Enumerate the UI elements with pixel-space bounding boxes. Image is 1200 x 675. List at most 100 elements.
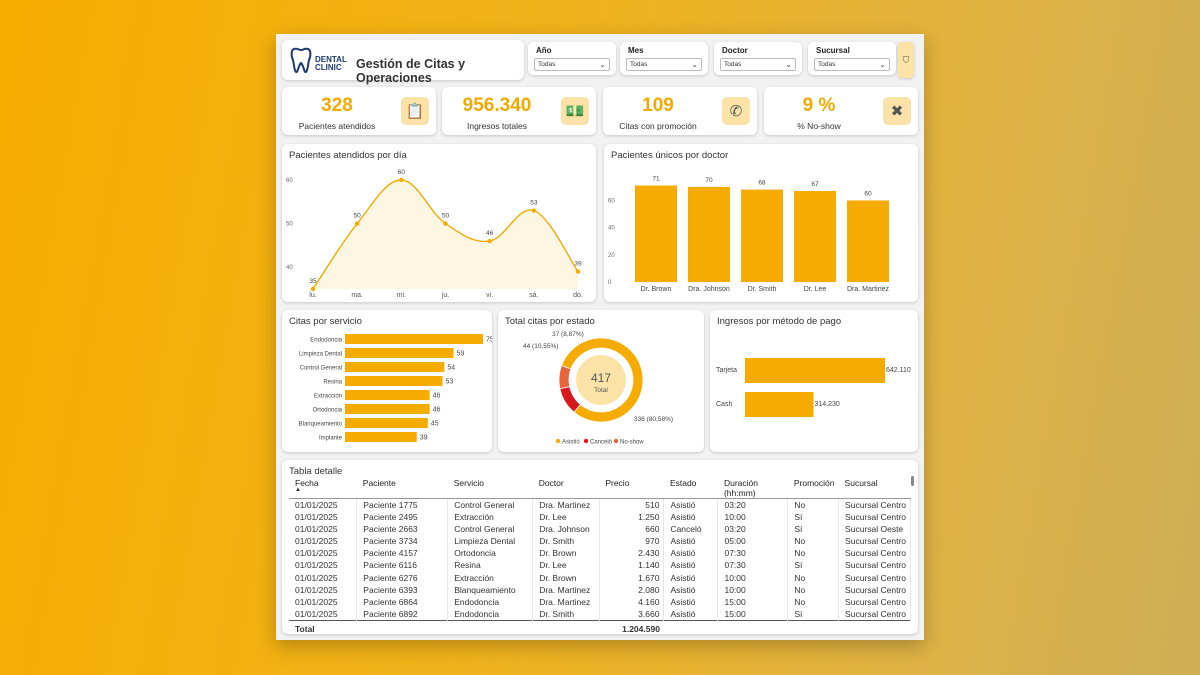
- table-row[interactable]: 01/01/2025 Paciente 2495 Extracción Dr. Lee…: [289, 511, 911, 524]
- table-cell: Sucursal Centro: [838, 535, 911, 548]
- bar[interactable]: [345, 362, 445, 372]
- table-cell: Sí: [787, 523, 840, 536]
- line-point[interactable]: [310, 286, 316, 292]
- table-cell: 01/01/2025: [289, 595, 358, 608]
- table-cell: 01/01/2025: [289, 607, 358, 621]
- line-point[interactable]: [487, 238, 492, 244]
- table-cell: Canceló: [663, 523, 719, 536]
- slicer-doctor-dropdown[interactable]: Todas ⌄: [720, 58, 796, 71]
- category-label: Extracción: [314, 394, 342, 400]
- col-header-sucursal[interactable]: Sucursal: [838, 478, 911, 499]
- bar[interactable]: [345, 376, 443, 386]
- bar[interactable]: [688, 186, 730, 282]
- legend-label[interactable]: No-show: [620, 440, 644, 446]
- y-tick-label: 50: [286, 222, 293, 228]
- category-label: Ortodoncia: [313, 408, 343, 414]
- slicer-month-dropdown[interactable]: Todas ⌄: [626, 58, 702, 71]
- total-empty: [663, 619, 718, 637]
- category-label: Cash: [716, 401, 732, 408]
- kpi-label: Citas con promoción: [619, 121, 697, 131]
- table-row[interactable]: 01/01/2025 Paciente 6393 Blanqueamiento Dra…: [289, 583, 911, 596]
- promo-icon: ✆: [722, 97, 750, 125]
- col-header-duracion[interactable]: Duración (hh:mm): [717, 478, 788, 499]
- donut-slice[interactable]: [561, 337, 644, 423]
- bar[interactable]: [345, 348, 454, 358]
- bar[interactable]: [635, 185, 677, 282]
- y-tick-label: 60: [286, 178, 293, 184]
- legend-label[interactable]: Asistió: [562, 440, 580, 446]
- slicer-year-dropdown[interactable]: Todas ⌄: [534, 58, 610, 71]
- bar[interactable]: [345, 418, 428, 428]
- legend-label[interactable]: Canceló: [590, 440, 613, 446]
- slicer-doctor[interactable]: Doctor Todas ⌄: [714, 42, 802, 75]
- col-header-servicio[interactable]: Servicio: [447, 478, 533, 499]
- slicer-branch-dropdown[interactable]: Todas ⌄: [814, 58, 890, 71]
- slicer-year-value: Todas: [538, 61, 556, 68]
- table-cell: 660: [599, 523, 665, 536]
- table-row[interactable]: 01/01/2025 Paciente 6116 Resina Dr. Lee 1.14…: [289, 559, 911, 572]
- table-cell: 10:00: [717, 583, 789, 596]
- category-label: Implante: [319, 436, 343, 442]
- slicer-month[interactable]: Mes Todas ⌄: [620, 42, 708, 75]
- slicer-branch-value: Todas: [818, 61, 836, 68]
- kpi-value: 109: [642, 95, 674, 116]
- donut-slice[interactable]: [558, 365, 572, 390]
- slicer-year-label: Año: [536, 46, 552, 55]
- line-point[interactable]: [399, 177, 404, 183]
- bar[interactable]: [345, 432, 417, 442]
- table-cell: Asistió: [663, 583, 719, 596]
- data-label: 314.230: [815, 401, 840, 408]
- dashboard-canvas: DENTAL CLINIC Gestión de Citas y Operaci…: [276, 34, 924, 640]
- bar[interactable]: [745, 392, 814, 417]
- table-row[interactable]: 01/01/2025 Paciente 3734 Limpieza Dental Dr…: [289, 535, 911, 548]
- table-cell: Sucursal Centro: [838, 607, 911, 621]
- table-row[interactable]: 01/01/2025 Paciente 1775 Control General Dr…: [289, 498, 911, 511]
- bar[interactable]: [794, 190, 836, 282]
- table-cell: Dra. Martinez: [532, 498, 600, 511]
- slicer-year[interactable]: Año Todas ⌄: [528, 42, 616, 75]
- table-cell: Paciente 6864: [356, 595, 449, 608]
- slicer-branch[interactable]: Sucursal Todas ⌄: [808, 42, 896, 75]
- bar[interactable]: [741, 189, 783, 282]
- col-header-estado[interactable]: Estado: [663, 478, 718, 499]
- table-row[interactable]: 01/01/2025 Paciente 6864 Endodoncia Dra. Ma…: [289, 595, 911, 608]
- bar[interactable]: [745, 358, 885, 383]
- table-cell: Dr. Lee: [532, 559, 600, 572]
- slicer-month-label: Mes: [628, 46, 644, 55]
- table-cell: Sucursal Centro: [838, 511, 911, 524]
- payment-bar-chart: Tarjeta 642.110 Cash 314.230: [716, 358, 911, 417]
- data-label: 336 (80,58%): [634, 416, 673, 423]
- kpi-label: Pacientes atendidos: [298, 121, 376, 131]
- slicer-doctor-label: Doctor: [722, 46, 748, 55]
- line-point[interactable]: [443, 221, 448, 226]
- clear-filters-button[interactable]: ⛉: [898, 42, 914, 78]
- category-label: Tarjeta: [716, 367, 737, 374]
- slicer-branch-label: Sucursal: [816, 46, 850, 55]
- line-point[interactable]: [531, 208, 537, 213]
- bar[interactable]: [345, 334, 483, 344]
- category-label: Control General: [300, 366, 342, 372]
- line-point[interactable]: [575, 269, 581, 274]
- table-cell: No: [787, 571, 840, 584]
- detail-table-card: Tabla detalle Fecha ▲ Paciente Servicio D…: [282, 460, 918, 637]
- col-header-promocion[interactable]: Promoción: [787, 478, 839, 499]
- table-row[interactable]: 01/01/2025 Paciente 6892 Endodoncia Dr. Smi…: [289, 607, 911, 621]
- y-tick-label: 0: [608, 280, 612, 286]
- bar[interactable]: [847, 200, 889, 282]
- bar[interactable]: [345, 404, 430, 414]
- table-cell: Sucursal Centro: [838, 583, 911, 596]
- bar[interactable]: [345, 390, 430, 400]
- line-point[interactable]: [354, 221, 360, 226]
- table-scrollbar[interactable]: [911, 476, 914, 486]
- table-row[interactable]: 01/01/2025 Paciente 4157 Ortodoncia Dr. Bro…: [289, 547, 911, 560]
- col-header-fecha[interactable]: Fecha ▲: [289, 478, 357, 499]
- table-row[interactable]: 01/01/2025 Paciente 2663 Control General Dr…: [289, 523, 911, 536]
- col-header-paciente[interactable]: Paciente: [356, 478, 448, 499]
- table-row[interactable]: 01/01/2025 Paciente 6276 Extracción Dr. Bro…: [289, 571, 911, 584]
- table-cell: Extracción: [447, 511, 534, 524]
- col-header-label: Servicio: [453, 478, 484, 488]
- col-header-doctor[interactable]: Doctor: [532, 478, 600, 499]
- col-header-precio[interactable]: Precio: [599, 478, 664, 499]
- line-area: [313, 180, 578, 289]
- table-cell: 07:30: [717, 559, 789, 572]
